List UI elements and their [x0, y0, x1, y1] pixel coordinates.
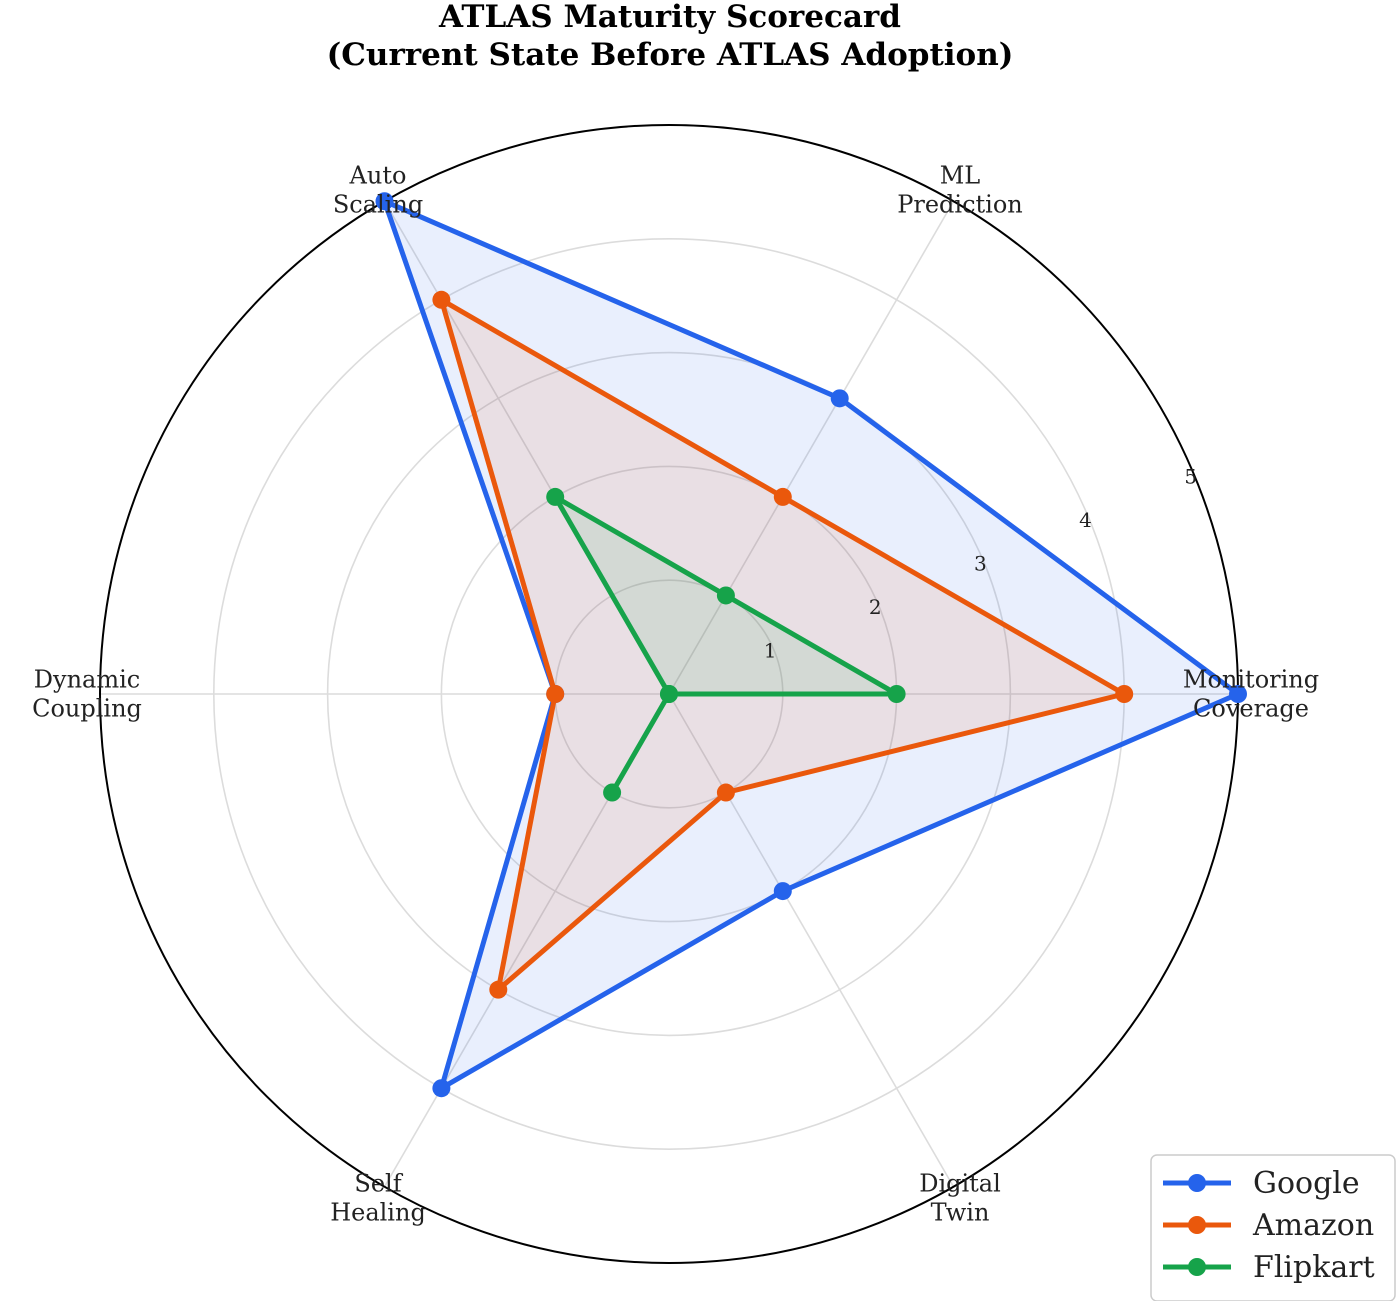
data-point-google-5 — [773, 882, 792, 901]
data-point-amazon-5 — [716, 783, 735, 802]
axis-label-4: Self Healing — [330, 1170, 426, 1227]
series-fill-amazon — [441, 299, 1125, 990]
axis-label-5: Digital Twin — [919, 1170, 1001, 1227]
legend-label-flipkart: Flipkart — [1253, 1250, 1375, 1285]
grid-spoke-1 — [668, 200, 955, 695]
data-point-flipkart-0 — [887, 685, 906, 703]
radial-tick-label: 4 — [1079, 508, 1092, 532]
grid-spoke-5 — [668, 693, 955, 1188]
data-point-google-0 — [1229, 685, 1247, 703]
axis-label-3: Dynamic Coupling — [32, 666, 142, 723]
radial-tick-label: 2 — [869, 595, 882, 619]
data-point-google-1 — [830, 389, 849, 408]
data-point-flipkart-4 — [603, 783, 622, 802]
axis-label-2: Auto Scaling — [333, 161, 423, 218]
data-point-amazon-1 — [773, 487, 792, 506]
radial-tick-label: 3 — [974, 551, 987, 575]
chart-subtitle: (Current State Before ATLAS Adoption) — [327, 37, 1014, 73]
axis-label-1: ML Prediction — [897, 161, 1023, 218]
chart-title: ATLAS Maturity Scorecard — [438, 0, 901, 35]
data-point-amazon-3 — [546, 685, 565, 703]
data-point-flipkart-1 — [716, 586, 735, 605]
data-point-google-4 — [432, 1079, 451, 1098]
radial-tick-label: 1 — [764, 638, 777, 662]
series-fill-flipkart — [555, 496, 897, 793]
radar-series — [375, 192, 1247, 1098]
radial-tick-label: 5 — [1184, 464, 1197, 488]
radar-axis-labels: 1 2 3 4 5 Monitoring Coverage ML Prediction Auto S… — [32, 161, 1319, 1226]
legend: Google Amazon Flipkart — [1150, 1154, 1396, 1301]
data-point-google-2 — [375, 192, 394, 211]
legend-marker-google — [1188, 1174, 1206, 1192]
legend-label-google: Google — [1253, 1166, 1360, 1201]
legend-label-amazon: Amazon — [1252, 1208, 1374, 1243]
legend-marker-amazon — [1188, 1216, 1206, 1234]
data-point-flipkart-2 — [546, 487, 565, 506]
data-point-amazon-4 — [489, 980, 508, 999]
data-point-amazon-0 — [1115, 685, 1134, 703]
data-point-amazon-2 — [432, 290, 451, 309]
data-point-flipkart-5 — [660, 685, 678, 703]
legend-marker-flipkart — [1188, 1258, 1206, 1276]
axis-label-0: Monitoring Coverage — [1183, 666, 1319, 723]
legend-box — [1150, 1154, 1396, 1301]
